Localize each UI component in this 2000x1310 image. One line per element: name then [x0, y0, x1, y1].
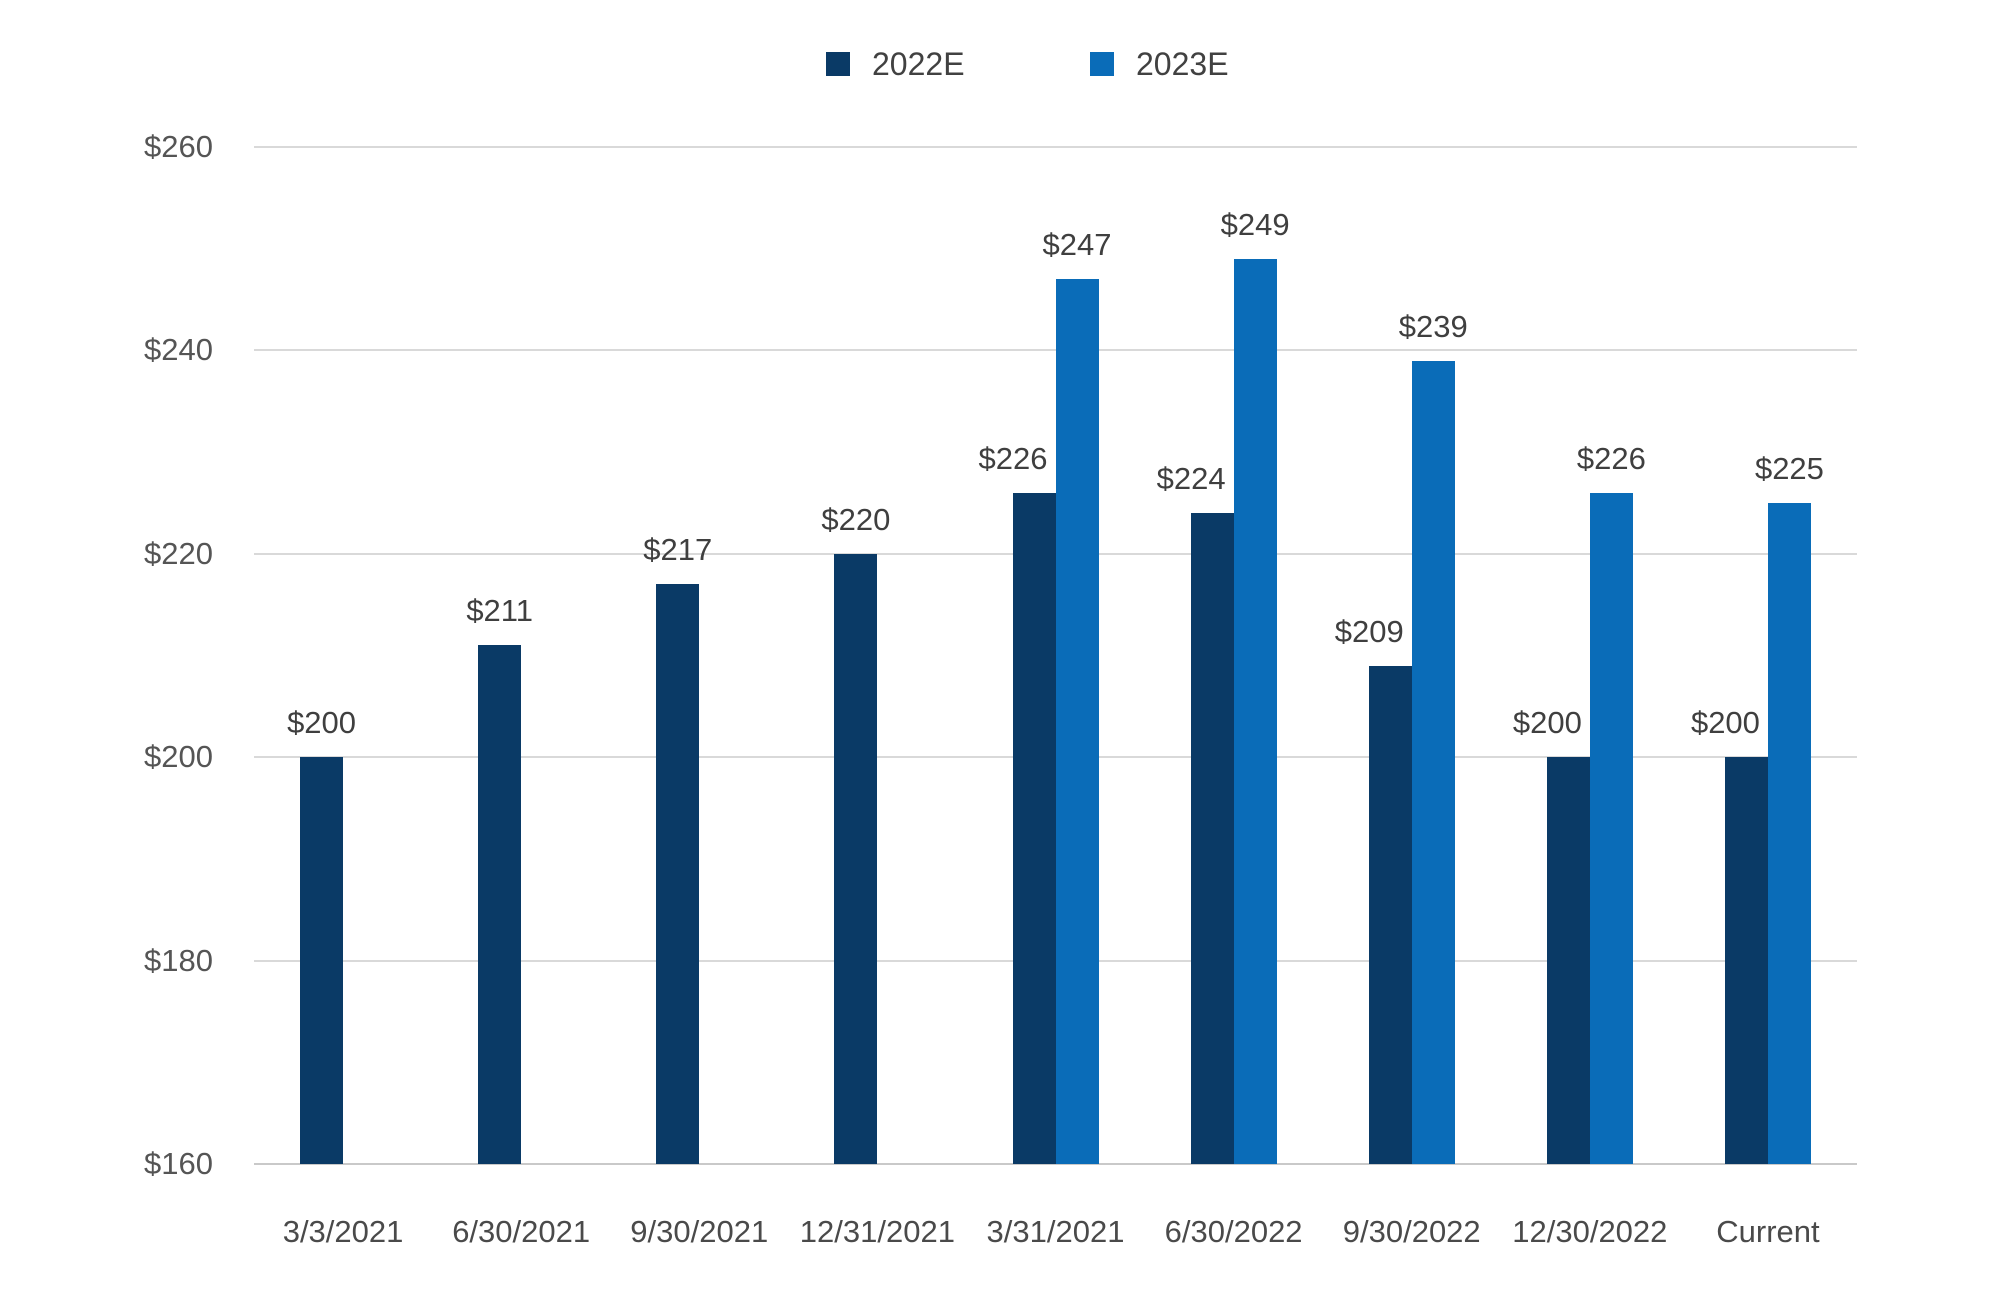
- bar-2023e: [1233, 258, 1277, 1164]
- legend-item-2022e: 2022E: [826, 46, 965, 82]
- bar-value-label-2023e: $249: [1220, 206, 1290, 242]
- gridline: [254, 146, 1857, 148]
- legend-swatch-2022e-icon: [826, 52, 850, 76]
- legend-label-2022e: 2022E: [872, 46, 965, 82]
- y-tick-label: $180: [144, 942, 213, 978]
- x-tick-label: 12/30/2022: [1512, 1214, 1668, 1249]
- x-tick-label: Current: [1716, 1214, 1820, 1249]
- bar-2023e: [1411, 360, 1455, 1164]
- x-tick-label: 3/3/2021: [282, 1214, 404, 1249]
- x-tick-label: 9/30/2021: [630, 1214, 769, 1249]
- bar-value-label-2022e: $211: [466, 593, 533, 629]
- bar-value-label-2022e: $226: [978, 440, 1048, 476]
- y-tick-label: $200: [144, 739, 213, 775]
- bar-value-label-2023e: $247: [1042, 227, 1112, 263]
- bar-value-label-2023e: $226: [1576, 440, 1646, 476]
- bar-value-label-2022e: $200: [1512, 705, 1582, 741]
- bar-2022e: [1724, 757, 1768, 1164]
- bar-2023e: [1589, 492, 1633, 1164]
- bar-value-label-2022e: $217: [643, 532, 713, 568]
- bar-value-label-2022e: $220: [821, 501, 891, 537]
- x-tick-label: 3/31/2021: [986, 1214, 1125, 1249]
- bar-2022e: [1190, 513, 1234, 1164]
- bar-2022e: [300, 757, 344, 1164]
- x-axis-line: [254, 1163, 1857, 1165]
- bar-value-label-2022e: $209: [1334, 613, 1404, 649]
- bar-2022e: [1012, 492, 1056, 1164]
- legend: 2022E 2023E: [0, 0, 2000, 110]
- bar-value-label-2022e: $200: [1690, 705, 1760, 741]
- x-tick-label: 6/30/2021: [452, 1214, 591, 1249]
- bar-2022e: [478, 645, 522, 1164]
- legend-swatch-2023e-icon: [1090, 52, 1114, 76]
- y-tick-label: $260: [144, 129, 213, 164]
- bar-2022e: [834, 553, 878, 1164]
- x-tick-label: 6/30/2022: [1164, 1214, 1303, 1249]
- bar-2022e: [1546, 757, 1590, 1164]
- bar-2023e: [1055, 279, 1099, 1164]
- bar-value-label-2022e: $200: [287, 705, 357, 741]
- x-tick-label: 12/31/2021: [799, 1214, 955, 1249]
- y-tick-label: $160: [144, 1146, 213, 1181]
- bar-value-label-2023e: $225: [1754, 450, 1824, 486]
- bar-value-label-2022e: $224: [1156, 461, 1226, 497]
- bar-2022e: [1368, 665, 1412, 1164]
- x-tick-label: 9/30/2022: [1342, 1214, 1481, 1249]
- bar-value-label-2023e: $239: [1398, 308, 1468, 344]
- legend-label-2023e: 2023E: [1136, 46, 1229, 82]
- y-tick-label: $220: [144, 535, 213, 571]
- y-tick-label: $240: [144, 332, 213, 368]
- bar-2022e: [656, 584, 700, 1164]
- bar-2023e: [1767, 502, 1811, 1164]
- legend-item-2023e: 2023E: [1090, 46, 1229, 82]
